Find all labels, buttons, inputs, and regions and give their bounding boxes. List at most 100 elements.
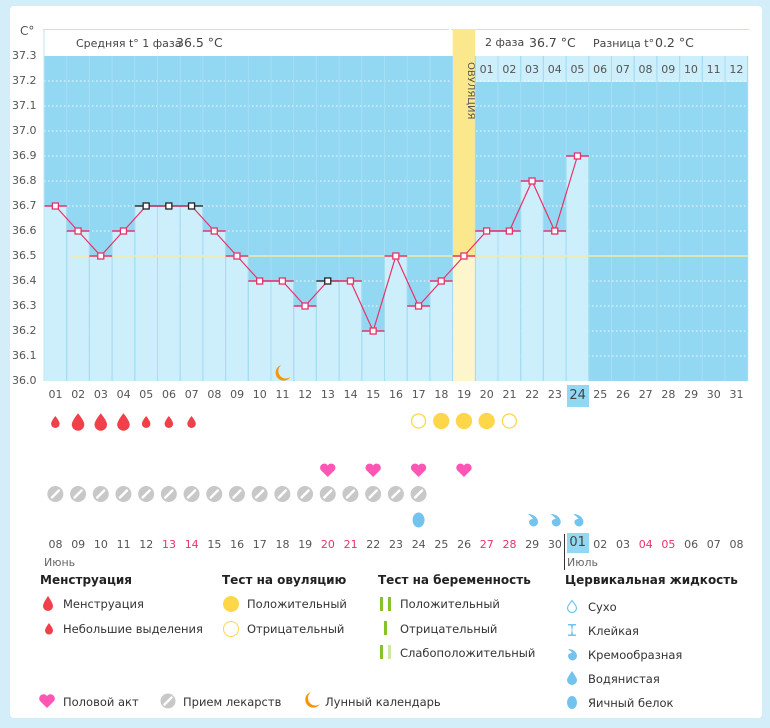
x-tick-label[interactable]: 30	[706, 388, 721, 401]
calendar-date[interactable]: 23	[389, 538, 403, 551]
x-tick-label[interactable]: 14	[343, 388, 358, 401]
luteal-day-cell	[702, 56, 725, 82]
x-tick-label[interactable]: 05	[139, 388, 154, 401]
today-label[interactable]: 24	[566, 385, 589, 407]
legend-pregnancy-positive: Положительный	[400, 597, 500, 611]
x-tick-label[interactable]: 07	[184, 388, 199, 401]
x-tick-label[interactable]: 13	[320, 388, 335, 401]
luteal-day-label: 07	[616, 63, 630, 76]
temperature-bar	[135, 206, 157, 381]
legend-ovulation-positive: Положительный	[247, 597, 347, 611]
x-tick-label[interactable]: 16	[389, 388, 403, 401]
y-tick-label: 36.4	[12, 274, 37, 287]
x-tick-label[interactable]: 31	[729, 388, 744, 401]
temperature-point	[165, 202, 173, 210]
heart-icon	[39, 694, 55, 708]
pill-icon-stripe	[391, 489, 401, 499]
pill-icon-stripe	[254, 489, 265, 499]
temperature-bar	[112, 231, 135, 381]
x-tick-label[interactable]: 20	[479, 388, 494, 401]
calendar-date[interactable]: 06	[684, 538, 699, 551]
calendar-date[interactable]: 30	[547, 538, 562, 551]
x-tick-label[interactable]: 26	[616, 388, 630, 401]
calendar-date[interactable]: 02	[593, 538, 608, 551]
x-tick-label[interactable]: 08	[207, 388, 222, 401]
x-tick-label[interactable]: 22	[525, 388, 540, 401]
x-tick-label[interactable]: 19	[457, 388, 472, 401]
x-tick-label[interactable]: 04	[116, 388, 131, 401]
calendar-date[interactable]: 09	[71, 538, 86, 551]
x-tick-label[interactable]: 12	[298, 388, 313, 401]
ovulation-test-negative-icon	[501, 413, 518, 429]
calendar-date[interactable]: 17	[252, 538, 267, 551]
calendar-date[interactable]: 10	[93, 538, 108, 551]
x-tick-label[interactable]: 06	[162, 388, 176, 401]
calendar-date[interactable]: 24	[411, 538, 426, 551]
calendar-date[interactable]: 13	[162, 538, 176, 551]
temperature-point	[233, 252, 241, 260]
calendar-date[interactable]: 15	[207, 538, 222, 551]
pill-icon-stripe	[277, 489, 288, 499]
calendar-date[interactable]: 28	[502, 538, 517, 551]
calendar-date[interactable]: 19	[298, 538, 313, 551]
x-tick-label[interactable]: 28	[661, 388, 676, 401]
calendar-date[interactable]: 07	[706, 538, 721, 551]
y-tick-label: 37.0	[12, 124, 37, 137]
pill-icon-stripe	[186, 489, 197, 499]
x-tick-label[interactable]: 15	[366, 388, 381, 401]
calendar-date[interactable]: 25	[434, 538, 449, 551]
calendar-date[interactable]: 16	[230, 538, 245, 551]
calendar-date[interactable]: 12	[139, 538, 154, 551]
x-tick-label[interactable]: 27	[638, 388, 653, 401]
temperature-bar	[203, 231, 226, 381]
x-tick-label[interactable]: 10	[252, 388, 267, 401]
phase2-value: 36.7 °C	[529, 35, 576, 50]
temperature-point	[119, 227, 128, 235]
heart-icon	[456, 463, 472, 477]
x-tick-label[interactable]: 25	[593, 388, 608, 401]
temperature-bar	[339, 281, 362, 381]
pregnancy-weak-icon	[380, 645, 383, 659]
x-tick-label[interactable]: 17	[411, 388, 426, 401]
calendar-date[interactable]: 27	[479, 538, 494, 551]
x-tick-label[interactable]: 01	[48, 388, 63, 401]
x-tick-label[interactable]: 02	[71, 388, 86, 401]
ovulation-test-positive-icon	[455, 412, 473, 430]
phase1-header: Средняя t° 1 фаза 36.5 °C	[43, 29, 449, 57]
pill-icon-stripe	[164, 489, 174, 499]
temperature-bar	[248, 281, 271, 381]
calendar-date[interactable]: 08	[48, 538, 63, 551]
calendar-date[interactable]: 05	[661, 538, 676, 551]
legend-pregnancy-weak: Слабоположительный	[400, 646, 536, 660]
pill-icon-stripe	[209, 489, 219, 499]
calendar-date[interactable]: 04	[638, 538, 653, 551]
pill-icon-stripe	[300, 489, 310, 499]
luteal-day-label: 03	[525, 63, 539, 76]
x-tick-label[interactable]: 09	[230, 388, 245, 401]
calendar-date[interactable]: 18	[275, 538, 290, 551]
calendar-date[interactable]: 22	[366, 538, 381, 551]
calendar-date[interactable]: 14	[184, 538, 199, 551]
y-tick-label: 36.2	[12, 324, 37, 337]
calendar-date[interactable]: 03	[616, 538, 630, 551]
ovulation-test-positive-icon	[478, 412, 495, 430]
temperature-point	[301, 302, 309, 310]
calendar-date[interactable]: 29	[525, 538, 540, 551]
x-tick-label[interactable]: 29	[684, 388, 699, 401]
temperature-bar	[89, 256, 112, 381]
heart-icon	[365, 463, 381, 477]
calendar-date[interactable]: 20	[320, 538, 335, 551]
legend-menstruation-title: Менструация	[40, 573, 132, 587]
calendar-date[interactable]: 26	[457, 538, 472, 551]
y-tick-label: 36.3	[12, 299, 37, 312]
temperature-point	[392, 252, 400, 260]
x-tick-label[interactable]: 18	[434, 388, 449, 401]
x-tick-label[interactable]: 21	[502, 388, 517, 401]
x-tick-label[interactable]: 03	[93, 388, 108, 401]
calendar-date-highlighted[interactable]: 01	[566, 533, 589, 553]
calendar-date[interactable]: 08	[729, 538, 744, 551]
x-tick-label[interactable]: 23	[547, 388, 562, 401]
calendar-date[interactable]: 11	[116, 538, 131, 551]
x-tick-label[interactable]: 11	[275, 388, 290, 401]
calendar-date[interactable]: 21	[343, 538, 358, 551]
